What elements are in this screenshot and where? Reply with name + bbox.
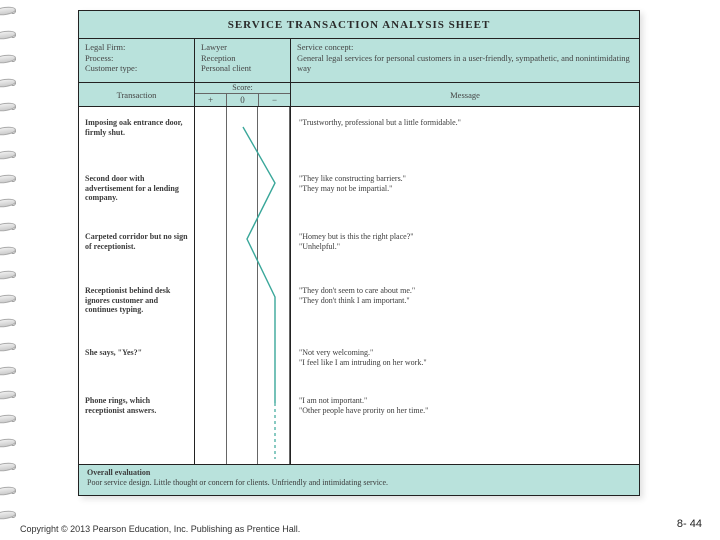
evaluation-label: Overall evaluation (87, 468, 631, 478)
score-zero: 0 (227, 94, 259, 106)
message-text: "I am not important.""Other people have … (291, 393, 639, 419)
transaction-column: Imposing oak entrance door, firmly shut.… (79, 107, 195, 464)
score-minus: − (259, 94, 290, 106)
transaction-text: Receptionist behind desk ignores custome… (79, 283, 194, 318)
score-label: Score: (195, 83, 290, 94)
sheet-title: SERVICE TRANSACTION ANALYSIS SHEET (79, 11, 639, 39)
col-transaction-label: Transaction (79, 83, 195, 106)
col-score: Score: + 0 − (195, 83, 291, 106)
transaction-text: Second door with advertisement for a len… (79, 171, 194, 206)
body-area: Imposing oak entrance door, firmly shut.… (79, 107, 639, 465)
concept-label: Service concept: (297, 42, 633, 53)
evaluation-text: Poor service design. Little thought or c… (87, 478, 388, 487)
score-plus: + (195, 94, 227, 106)
concept-text: General legal services for personal cust… (297, 53, 630, 74)
header-concept: Service concept: General legal services … (291, 39, 639, 82)
subheader-row: Transaction Score: + 0 − Message (79, 83, 639, 107)
spiral-binding (0, 0, 36, 540)
copyright-footer: Copyright © 2013 Pearson Education, Inc.… (20, 524, 300, 534)
transaction-text: She says, "Yes?" (79, 345, 194, 361)
message-text: "Not very welcoming.""I feel like I am i… (291, 345, 639, 371)
transaction-text: Phone rings, which receptionist answers. (79, 393, 194, 418)
header-row: Legal Firm:Process:Customer type: Lawyer… (79, 39, 639, 83)
header-mid-values: LawyerReceptionPersonal client (195, 39, 291, 82)
message-text: "Trustworthy, professional but a little … (291, 115, 639, 131)
message-text: "Homey but is this the right place?""Unh… (291, 229, 639, 255)
message-text: "They don't seem to care about me.""They… (291, 283, 639, 309)
evaluation-row: Overall evaluation Poor service design. … (79, 465, 639, 495)
score-line-chart (195, 107, 291, 465)
transaction-text: Imposing oak entrance door, firmly shut. (79, 115, 194, 140)
message-column: "Trustworthy, professional but a little … (291, 107, 639, 464)
header-left-labels: Legal Firm:Process:Customer type: (79, 39, 195, 82)
transaction-text: Carpeted corridor but no sign of recepti… (79, 229, 194, 254)
message-text: "They like constructing barriers.""They … (291, 171, 639, 197)
score-column (195, 107, 291, 464)
col-message-label: Message (291, 83, 639, 106)
page-number: 8- 44 (677, 518, 702, 530)
analysis-sheet: SERVICE TRANSACTION ANALYSIS SHEET Legal… (78, 10, 640, 496)
